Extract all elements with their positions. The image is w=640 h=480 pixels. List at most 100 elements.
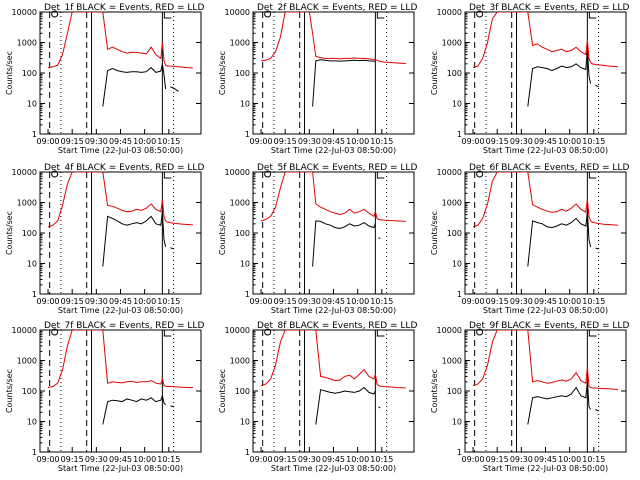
- lld-series-line: [472, 172, 619, 228]
- x-tick-label: 10:00: [133, 455, 156, 464]
- x-tick-label: 10:00: [346, 297, 369, 306]
- y-tick-label: 1: [457, 290, 462, 299]
- x-tick-label: 10:00: [558, 297, 581, 306]
- x-tick-label: 09:45: [109, 137, 132, 146]
- x-tick-label: 10:15: [582, 137, 605, 146]
- x-tick-label: 09:45: [534, 137, 557, 146]
- y-tick-label: 10: [27, 260, 37, 269]
- plot-frame: [252, 171, 415, 295]
- chart-title: Det_2f BLACK = Events, RED = LLD: [257, 3, 417, 13]
- x-tick-label: 09:00: [37, 137, 60, 146]
- y-tick-label: 1: [245, 448, 250, 457]
- events-series-line: [102, 211, 167, 267]
- x-tick-label: 09:15: [61, 297, 84, 306]
- x-tick-label: 10:15: [370, 297, 393, 306]
- x-tick-label: 10:15: [157, 297, 180, 306]
- x-tick-label: 09:45: [322, 297, 345, 306]
- x-tick-label: 09:15: [486, 455, 509, 464]
- x-tick-label: 10:15: [582, 297, 605, 306]
- y-tick-label: 10: [27, 418, 37, 427]
- flare-marker-icon: [264, 328, 272, 336]
- chart-panel: Det_1f BLACK = Events, RED = LLD 1 10 100 10…: [5, 3, 204, 155]
- y-tick-label: 10: [240, 100, 250, 109]
- events-series-line: [102, 393, 166, 425]
- y-tick-label: 10: [452, 260, 462, 269]
- y-tick-label: 100: [235, 229, 250, 238]
- x-tick-label: 09:00: [250, 297, 273, 306]
- x-axis-label: Start Time (22-Jul-03 08:50:00): [271, 464, 396, 473]
- plot-frame: [252, 329, 415, 453]
- chart-title: Det_9f BLACK = Events, RED = LLD: [469, 321, 629, 331]
- x-axis-label: Start Time (22-Jul-03 08:50:00): [58, 464, 183, 473]
- x-tick-label: 10:00: [558, 455, 581, 464]
- lld-series-line: [472, 330, 619, 390]
- y-tick-label: 1000: [230, 199, 250, 208]
- y-tick-label: 1: [245, 290, 250, 299]
- lld-series-line: [472, 12, 619, 69]
- chart-panel: Det_4f BLACK = Events, RED = LLD 1 10 100 10…: [5, 163, 204, 315]
- y-tick-label: 1000: [17, 39, 37, 48]
- events-series-line: [170, 405, 174, 408]
- x-tick-label: 09:45: [109, 297, 132, 306]
- saa-marker-icon: [376, 12, 385, 19]
- events-series-line: [312, 59, 376, 107]
- lld-series-line: [261, 12, 406, 64]
- flare-marker-icon: [51, 10, 59, 18]
- y-tick-label: 100: [22, 229, 37, 238]
- chart-panel: Det_6f BLACK = Events, RED = LLD 1 10 100 10…: [430, 163, 629, 315]
- chart-title: Det_4f BLACK = Events, RED = LLD: [44, 163, 204, 173]
- y-tick-label: 100: [447, 229, 462, 238]
- x-axis-label: Start Time (22-Jul-03 08:50:00): [58, 146, 183, 155]
- y-axis-label: Counts/sec: [430, 51, 439, 95]
- y-tick-label: 1: [32, 448, 37, 457]
- y-tick-label: 1: [245, 130, 250, 139]
- y-tick-label: 1: [457, 448, 462, 457]
- y-tick-label: 10: [452, 418, 462, 427]
- lld-series-line: [260, 172, 406, 222]
- y-tick-label: 1000: [442, 199, 462, 208]
- y-tick-label: 10000: [437, 8, 462, 17]
- x-tick-label: 10:15: [370, 137, 393, 146]
- saa-marker-icon: [163, 330, 172, 337]
- y-tick-label: 10000: [12, 168, 37, 177]
- chart-title: Det_5f BLACK = Events, RED = LLD: [257, 163, 417, 173]
- events-series-line: [315, 386, 376, 425]
- x-axis-label: Start Time (22-Jul-03 08:50:00): [271, 306, 396, 315]
- y-tick-label: 10000: [225, 326, 250, 335]
- plot-frame: [464, 329, 627, 453]
- x-tick-label: 09:15: [61, 455, 84, 464]
- x-tick-label: 10:15: [370, 455, 393, 464]
- saa-marker-icon: [588, 12, 597, 19]
- events-series-line: [527, 49, 592, 107]
- saa-marker-icon: [163, 172, 172, 179]
- y-tick-label: 1000: [17, 199, 37, 208]
- plot-frame: [39, 11, 202, 135]
- y-tick-label: 10: [240, 260, 250, 269]
- y-tick-label: 1: [32, 290, 37, 299]
- y-tick-label: 100: [235, 387, 250, 396]
- plot-frame: [39, 171, 202, 295]
- events-series-line: [102, 63, 167, 107]
- x-tick-label: 09:15: [61, 137, 84, 146]
- chart-panel: Det_5f BLACK = Events, RED = LLD 1 10 100 10…: [218, 163, 417, 315]
- flare-marker-icon: [476, 10, 484, 18]
- events-series-line: [378, 406, 381, 409]
- x-axis-label: Start Time (22-Jul-03 08:50:00): [483, 146, 608, 155]
- x-tick-label: 09:30: [510, 137, 533, 146]
- saa-marker-icon: [163, 12, 172, 19]
- events-series-line: [595, 247, 599, 250]
- chart-panel: Det_9f BLACK = Events, RED = LLD 1 10 100 10…: [430, 321, 629, 473]
- y-tick-label: 10000: [225, 8, 250, 17]
- events-series-line: [527, 211, 592, 267]
- chart-title: Det_3f BLACK = Events, RED = LLD: [469, 3, 629, 13]
- y-axis-label: Counts/sec: [218, 51, 227, 95]
- y-tick-label: 100: [22, 387, 37, 396]
- y-axis-label: Counts/sec: [218, 211, 227, 255]
- x-tick-label: 09:00: [37, 455, 60, 464]
- plot-frame: [39, 329, 202, 453]
- y-tick-label: 10000: [225, 168, 250, 177]
- y-axis-label: Counts/sec: [430, 369, 439, 413]
- x-tick-label: 10:15: [157, 137, 180, 146]
- x-tick-label: 09:30: [85, 137, 108, 146]
- events-series-line: [312, 220, 376, 267]
